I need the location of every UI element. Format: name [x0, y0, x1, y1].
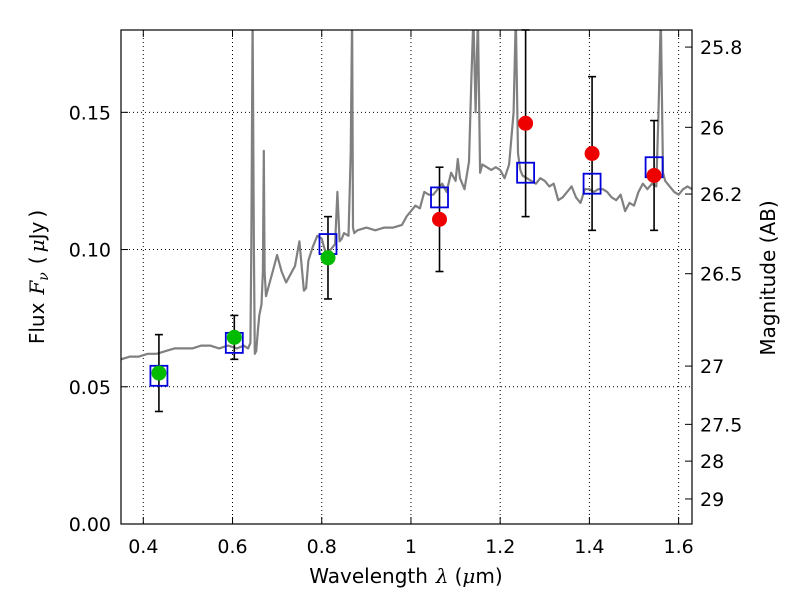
- green-data-point: [320, 250, 336, 266]
- y2-tick-labels: 25.8 26 26.2 26.5 27 27.5 28 29: [700, 37, 742, 511]
- y2-tick-label: 27.5: [700, 414, 742, 436]
- x-tick-label: 1.4: [574, 536, 604, 558]
- x-tick-label: 0.6: [217, 536, 247, 558]
- red-data-point: [518, 115, 534, 131]
- y-tick-label: 0.10: [69, 240, 111, 262]
- x-tick-label: 1.2: [485, 536, 515, 558]
- y2-axis-label: Magnitude (AB): [756, 200, 780, 355]
- model-box: [430, 186, 449, 209]
- y-tick-label: 0.15: [69, 102, 111, 124]
- y-tick-labels: 0.00 0.05 0.10 0.15: [69, 102, 111, 536]
- model-box: [516, 161, 536, 184]
- x-tick-labels: 0.4 0.6 0.8 1 1.2 1.4 1.6: [128, 536, 694, 558]
- y2-tick-label: 29: [700, 489, 724, 511]
- red-data-point: [646, 167, 662, 183]
- y2-tick-label: 25.8: [700, 37, 742, 59]
- y-axis-label: FluxFν(μJy): [25, 210, 52, 344]
- spectrum-line: [121, 30, 692, 361]
- green-data-point: [226, 329, 242, 345]
- y-tick-label: 0.05: [69, 377, 111, 399]
- x-tick-label: 0.8: [307, 536, 337, 558]
- red-data-point: [584, 146, 600, 161]
- spectrum-layer: [121, 30, 692, 361]
- model-box-layer: [149, 156, 664, 387]
- observed-point-layer: [151, 115, 662, 381]
- y2-tick-label: 26.2: [700, 184, 742, 206]
- grid-lines: [121, 30, 692, 524]
- plot-frame: [120, 29, 693, 525]
- model-box: [582, 172, 602, 195]
- y2-tick-label: 27: [700, 356, 724, 378]
- x-tick-label: 1.6: [664, 536, 694, 558]
- y2-tick-label: 26: [700, 117, 724, 139]
- x-axis-label: Wavelength λ (μm): [309, 564, 502, 588]
- tick-marks: [121, 30, 692, 525]
- y2-tick-label: 26.5: [700, 264, 742, 286]
- x-tick-label: 1: [405, 536, 417, 558]
- y-tick-label: 0.00: [69, 514, 111, 536]
- y2-tick-label: 28: [700, 451, 724, 473]
- green-data-point: [151, 365, 167, 381]
- x-tick-label: 0.4: [128, 536, 158, 558]
- red-data-point: [432, 211, 448, 227]
- errorbar-layer: [154, 29, 659, 413]
